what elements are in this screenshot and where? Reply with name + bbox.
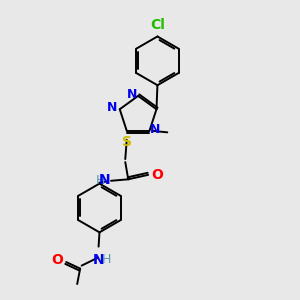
Text: Cl: Cl xyxy=(150,18,165,32)
Text: O: O xyxy=(151,168,163,182)
Text: N: N xyxy=(150,123,160,136)
Text: N: N xyxy=(126,88,137,101)
Text: N: N xyxy=(107,101,118,114)
Text: S: S xyxy=(122,135,132,149)
Text: N: N xyxy=(98,173,110,188)
Text: N: N xyxy=(93,253,104,266)
Text: H: H xyxy=(96,174,105,187)
Text: H: H xyxy=(102,253,112,266)
Text: O: O xyxy=(51,253,63,267)
